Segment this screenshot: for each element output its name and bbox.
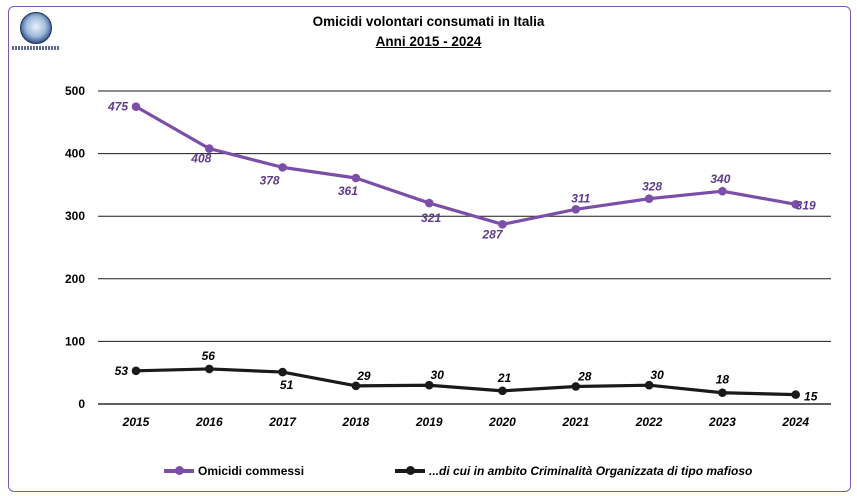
x-tick-label-2016: 2016 xyxy=(195,415,223,429)
data-label-s1-2017: 51 xyxy=(280,378,294,392)
legend-item-omicidi: Omicidi commessi xyxy=(164,464,304,478)
legend-swatch-black-line xyxy=(395,466,425,475)
data-point-s1-2021 xyxy=(571,382,581,391)
series-line-0 xyxy=(135,105,796,226)
data-point-s1-2024 xyxy=(791,390,800,399)
data-point-s0-2023 xyxy=(718,186,727,196)
x-tick-label-2022: 2022 xyxy=(635,415,663,429)
x-tick-label-2018: 2018 xyxy=(342,415,370,429)
data-point-s0-2019 xyxy=(424,198,434,208)
data-label-s0-2022: 328 xyxy=(642,180,662,194)
data-label-s1-2024: 15 xyxy=(804,390,818,404)
logo-caption xyxy=(12,46,60,50)
data-point-s1-2017 xyxy=(278,367,287,377)
legend-label-mafioso: ...di cui in ambito Criminalità Organizz… xyxy=(429,464,753,478)
data-point-s1-2018 xyxy=(351,381,361,391)
data-point-s0-2017 xyxy=(278,163,287,172)
chart-frame xyxy=(8,6,851,492)
data-label-s0-2019: 321 xyxy=(421,211,441,225)
legend-item-mafioso: ...di cui in ambito Criminalità Organizz… xyxy=(395,464,752,478)
chart-subtitle: Anni 2015 - 2024 xyxy=(375,34,482,49)
data-point-s0-2018 xyxy=(351,173,361,183)
data-point-s1-2023 xyxy=(718,388,727,398)
y-tick-label-100: 100 xyxy=(65,334,85,348)
data-label-s1-2020: 21 xyxy=(497,371,512,385)
y-tick-label-200: 200 xyxy=(65,272,85,286)
data-label-s1-2015: 53 xyxy=(115,364,129,378)
data-label-s1-2022: 30 xyxy=(650,368,664,382)
data-point-s0-2024 xyxy=(791,200,800,209)
data-point-s1-2020 xyxy=(498,386,507,396)
y-tick-label-300: 300 xyxy=(65,209,85,223)
data-label-s1-2018: 29 xyxy=(356,369,371,383)
x-tick-label-2023: 2023 xyxy=(708,415,736,429)
x-tick-label-2024: 2024 xyxy=(781,415,809,429)
data-point-s0-2021 xyxy=(571,205,581,214)
x-tick-label-2015: 2015 xyxy=(122,415,150,429)
data-label-s0-2016: 408 xyxy=(190,152,211,166)
y-tick-label-0: 0 xyxy=(78,397,85,411)
series-line-1 xyxy=(135,367,796,397)
data-point-s0-2020 xyxy=(498,220,507,229)
data-point-s0-2022 xyxy=(644,194,654,203)
chart-title: Omicidi volontari consumati in Italia xyxy=(312,14,545,29)
data-label-s0-2024: 319 xyxy=(796,198,816,212)
data-label-s0-2015: 475 xyxy=(107,100,128,114)
x-tick-label-2019: 2019 xyxy=(415,415,443,429)
legend-swatch-purple-line xyxy=(164,466,194,475)
data-label-s0-2021: 311 xyxy=(571,191,590,205)
data-point-s1-2019 xyxy=(424,380,434,390)
data-label-s0-2018: 361 xyxy=(338,184,358,198)
y-tick-label-500: 500 xyxy=(65,84,85,98)
data-point-s1-2022 xyxy=(644,380,654,390)
y-tick-label-400: 400 xyxy=(65,147,85,161)
data-point-s0-2015 xyxy=(131,102,141,111)
data-label-s0-2023: 340 xyxy=(710,172,730,186)
x-tick-label-2020: 2020 xyxy=(488,415,516,429)
data-label-s1-2016: 56 xyxy=(202,349,216,363)
data-label-s1-2023: 18 xyxy=(716,373,730,387)
data-label-s1-2019: 30 xyxy=(431,368,445,382)
x-tick-label-2017: 2017 xyxy=(268,415,297,429)
logo-emblem xyxy=(20,12,52,44)
data-point-s0-2016 xyxy=(205,144,214,153)
data-point-s1-2016 xyxy=(205,364,214,374)
data-label-s0-2017: 378 xyxy=(260,173,280,187)
legend-label-omicidi: Omicidi commessi xyxy=(198,464,305,478)
data-point-s1-2015 xyxy=(131,366,141,376)
data-label-s1-2021: 28 xyxy=(577,369,592,383)
x-tick-label-2021: 2021 xyxy=(561,415,589,429)
data-label-s0-2020: 287 xyxy=(481,227,503,241)
